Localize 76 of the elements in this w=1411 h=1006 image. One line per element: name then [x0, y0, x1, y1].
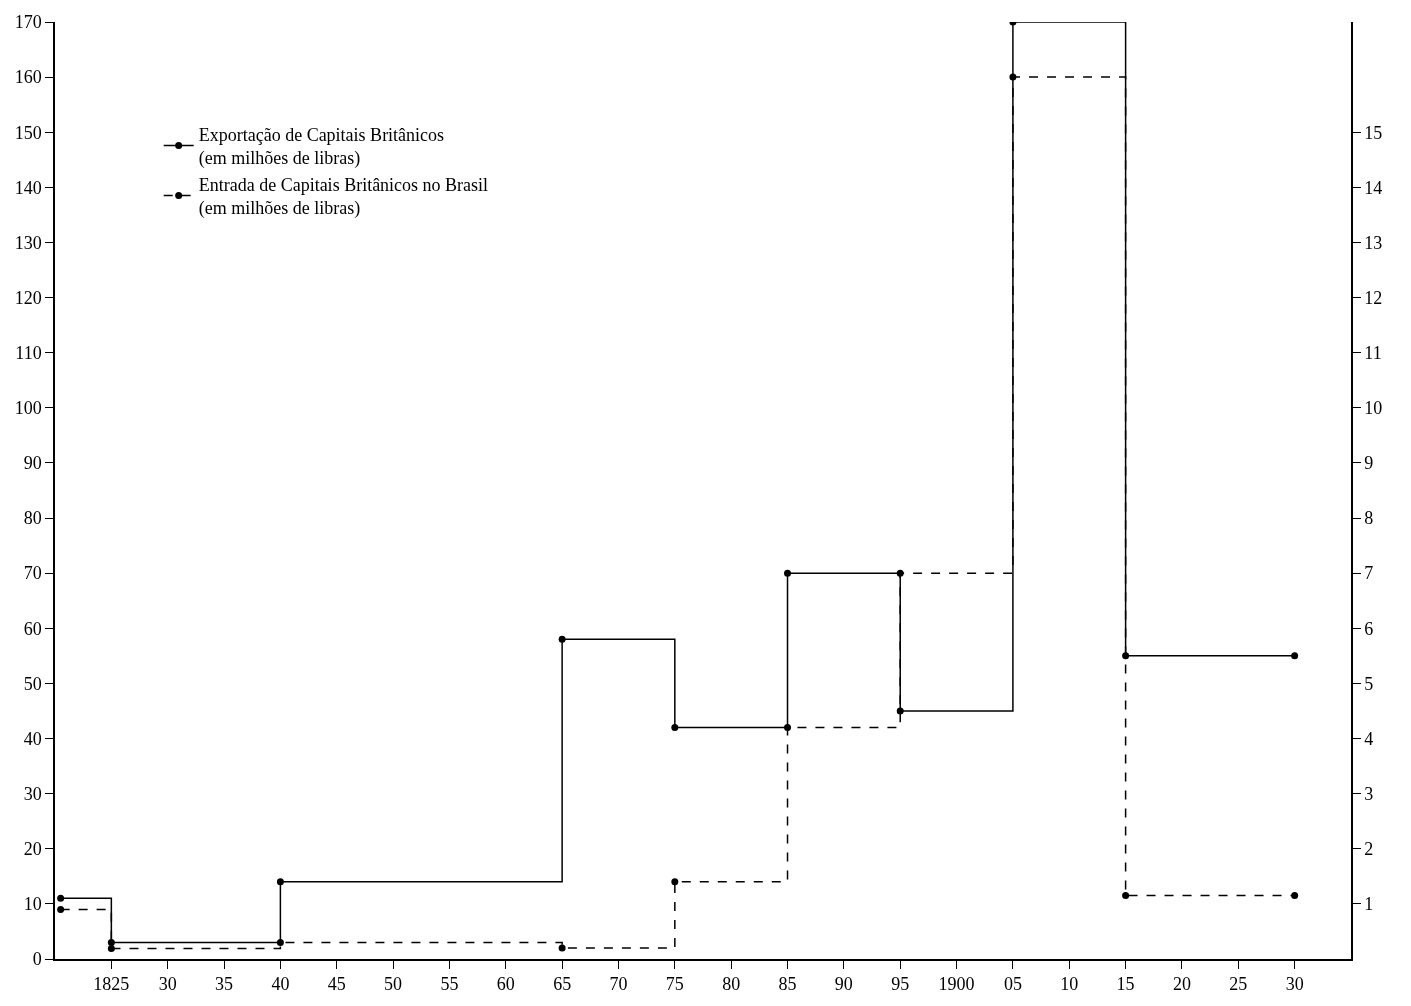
y2-tick-label: 9 [1364, 453, 1374, 474]
y-tick-label: 110 [15, 343, 42, 364]
point [276, 878, 284, 886]
point [671, 878, 679, 886]
y2-tick-label: 5 [1364, 673, 1374, 694]
y2-tick-label: 15 [1364, 122, 1383, 143]
y2-tick-label: 12 [1364, 287, 1383, 308]
x-tick-label: 50 [384, 974, 403, 995]
x-tick-label: 15 [1116, 974, 1135, 995]
y2-tick-label: 11 [1364, 343, 1382, 364]
x-tick-label: 60 [496, 974, 515, 995]
y2-tick-label: 6 [1364, 618, 1374, 639]
y-tick-label: 40 [23, 728, 42, 749]
x-tick-label: 30 [1285, 974, 1304, 995]
x-tick-label: 45 [327, 974, 346, 995]
x-tick-label: 90 [834, 974, 853, 995]
point [671, 724, 679, 732]
y2-tick-label: 2 [1364, 839, 1374, 860]
x-tick-label: 65 [553, 974, 572, 995]
y-tick-label: 160 [14, 67, 42, 88]
point [1009, 73, 1017, 81]
y2-tick-label: 14 [1364, 177, 1383, 198]
legend-label: Exportação de Capitais Britânicos (em milhões de libras) [198, 124, 445, 170]
x-tick-label: 80 [722, 974, 741, 995]
y-tick-label: 50 [23, 673, 42, 694]
y2-tick-label: 8 [1364, 508, 1374, 529]
point [57, 905, 65, 913]
point [896, 707, 904, 715]
point [558, 944, 566, 952]
point [1291, 892, 1299, 900]
y-tick-label: 10 [23, 894, 42, 915]
x-tick-label: 1900 [938, 974, 975, 995]
x-tick-label: 70 [609, 974, 628, 995]
x-tick-label: 20 [1172, 974, 1191, 995]
point [784, 569, 792, 577]
point [57, 894, 65, 902]
y-tick-label: 90 [23, 453, 42, 474]
y-tick-label: 30 [23, 783, 42, 804]
y-tick-label: 140 [14, 177, 42, 198]
x-tick-label: 55 [440, 974, 459, 995]
x-tick-label: 1825 [93, 974, 130, 995]
y-tick-label: 20 [23, 839, 42, 860]
point [276, 938, 284, 946]
y2-tick-label: 7 [1364, 563, 1374, 584]
point [1122, 652, 1130, 660]
point [107, 945, 115, 953]
x-tick-label: 35 [215, 974, 234, 995]
y-tick-label: 0 [32, 949, 42, 970]
y-tick-label: 80 [23, 508, 42, 529]
y-tick-label: 70 [23, 563, 42, 584]
x-tick-label: 85 [778, 974, 797, 995]
point [1291, 652, 1299, 660]
x-tick-label: 30 [158, 974, 177, 995]
y-tick-label: 100 [14, 398, 42, 419]
y-tick-label: 120 [14, 287, 42, 308]
point [1122, 892, 1130, 900]
point [784, 724, 792, 732]
x-tick-label: 75 [665, 974, 684, 995]
point [107, 938, 115, 946]
y2-tick-label: 1 [1364, 894, 1374, 915]
point [896, 569, 904, 577]
x-tick-label: 25 [1229, 974, 1248, 995]
y-tick-label: 130 [14, 232, 42, 253]
x-tick-label: 10 [1060, 974, 1079, 995]
y2-tick-label: 10 [1364, 398, 1383, 419]
y-tick-label: 170 [14, 12, 42, 33]
point [558, 635, 566, 643]
x-tick-label: 95 [891, 974, 910, 995]
y2-tick-label: 13 [1364, 232, 1383, 253]
y-tick-label: 150 [14, 122, 42, 143]
x-tick-label: 05 [1003, 974, 1022, 995]
legend-label: Entrada de Capitais Britânicos no Brasil (em milhões de libras) [198, 174, 489, 220]
y2-tick-label: 4 [1364, 728, 1374, 749]
y2-tick-label: 3 [1364, 783, 1374, 804]
x-tick-label: 40 [271, 974, 290, 995]
y-tick-label: 60 [23, 618, 42, 639]
